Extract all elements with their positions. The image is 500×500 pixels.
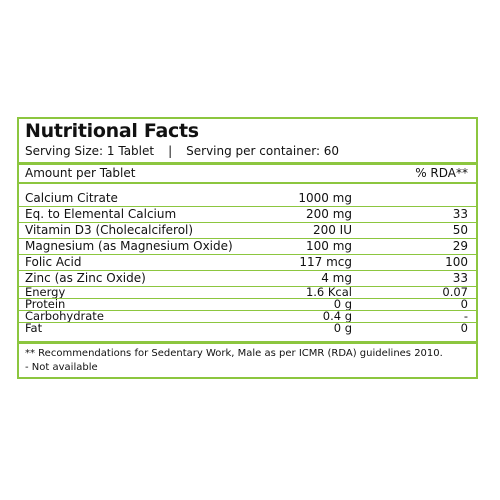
nutrient-rda: 100 bbox=[445, 255, 468, 269]
nutrient-row: Protein 0 g 0 bbox=[19, 297, 476, 311]
nutrient-amount: 117 mcg bbox=[299, 255, 352, 269]
row-divider bbox=[19, 238, 476, 239]
row-divider bbox=[19, 254, 476, 255]
nutrient-rda: 0 bbox=[460, 297, 468, 311]
panel-title: Nutritional Facts bbox=[25, 120, 199, 142]
nutrient-rda: 33 bbox=[452, 207, 468, 221]
nutrient-rda: 0.07 bbox=[442, 285, 468, 299]
row-divider bbox=[19, 270, 476, 271]
nutrient-name: Folic Acid bbox=[25, 255, 82, 269]
nutrient-amount: 1.6 Kcal bbox=[305, 285, 352, 299]
nutrient-name: Calcium Citrate bbox=[25, 191, 118, 205]
nutrient-row: Energy 1.6 Kcal 0.07 bbox=[19, 285, 476, 299]
nutrient-name: Carbohydrate bbox=[25, 309, 104, 323]
row-divider bbox=[19, 298, 476, 299]
amount-header: Amount per Tablet bbox=[25, 166, 136, 180]
nutrient-row: Carbohydrate 0.4 g - bbox=[19, 309, 476, 323]
row-divider bbox=[19, 222, 476, 223]
nutrient-name: Eq. to Elemental Calcium bbox=[25, 207, 177, 221]
nutrient-name: Protein bbox=[25, 297, 66, 311]
row-divider bbox=[19, 310, 476, 311]
nutrient-amount: 100 mg bbox=[305, 239, 352, 253]
nutrient-amount: 0 g bbox=[333, 321, 352, 335]
rda-header: % RDA** bbox=[415, 166, 468, 180]
nutrient-amount: 1000 mg bbox=[298, 191, 352, 205]
footnote-not-available: - Not available bbox=[25, 362, 98, 373]
serving-separator: | bbox=[168, 144, 173, 158]
nutrient-row: Magnesium (as Magnesium Oxide) 100 mg 29 bbox=[19, 239, 476, 253]
row-divider bbox=[19, 206, 476, 207]
nutrient-amount: 200 IU bbox=[312, 223, 352, 237]
nutrient-amount: 4 mg bbox=[321, 271, 352, 285]
footnote-rda: ** Recommendations for Sedentary Work, M… bbox=[25, 348, 443, 359]
nutrient-row: Eq. to Elemental Calcium 200 mg 33 bbox=[19, 207, 476, 221]
nutrient-rda: 50 bbox=[452, 223, 468, 237]
nutrient-row: Fat 0 g 0 bbox=[19, 321, 476, 335]
serving-info: Serving Size: 1 Tablet | Serving per conta… bbox=[25, 144, 339, 158]
nutrient-row: Calcium Citrate 1000 mg bbox=[19, 191, 476, 205]
nutrient-name: Energy bbox=[25, 285, 66, 299]
nutrient-row: Vitamin D3 (Cholecalciferol) 200 IU 50 bbox=[19, 223, 476, 237]
nutrient-name: Fat bbox=[25, 321, 43, 335]
nutrient-rda: - bbox=[463, 309, 468, 323]
nutrient-amount: 200 mg bbox=[305, 207, 352, 221]
nutrient-amount: 0.4 g bbox=[322, 309, 352, 323]
nutrient-rda: 33 bbox=[452, 271, 468, 285]
nutrient-name: Magnesium (as Magnesium Oxide) bbox=[25, 239, 233, 253]
divider-thick bbox=[19, 162, 476, 165]
divider-header bbox=[19, 182, 476, 184]
row-divider bbox=[19, 286, 476, 287]
divider-footer bbox=[19, 341, 476, 344]
nutrient-name: Vitamin D3 (Cholecalciferol) bbox=[25, 223, 194, 237]
nutrient-amount: 0 g bbox=[333, 297, 352, 311]
nutrient-name: Zinc (as Zinc Oxide) bbox=[25, 271, 146, 285]
nutrient-rda: 0 bbox=[460, 321, 468, 335]
serving-size: Serving Size: 1 Tablet bbox=[25, 144, 155, 158]
serving-per-container: Serving per container: 60 bbox=[186, 144, 340, 158]
row-divider bbox=[19, 322, 476, 323]
nutrition-facts-panel: Nutritional Facts Serving Size: 1 Tablet… bbox=[17, 117, 478, 379]
nutrient-row: Zinc (as Zinc Oxide) 4 mg 33 bbox=[19, 271, 476, 285]
nutrient-row: Folic Acid 117 mcg 100 bbox=[19, 255, 476, 269]
nutrient-rda: 29 bbox=[452, 239, 468, 253]
